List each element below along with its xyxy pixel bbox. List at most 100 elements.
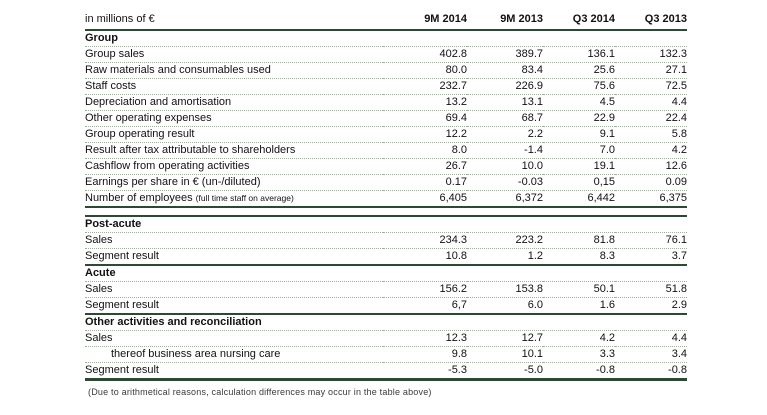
value-cell: 4.2 [543,330,615,347]
value-cell: 2.9 [615,297,687,315]
table-row: Staff costs 232.7 226.9 75.6 72.5 [85,78,687,95]
value-cell: 6,7 [383,297,467,315]
row-label: Group sales [85,46,383,63]
value-cell: 22.4 [615,110,687,127]
table-row: Cashflow from operating activities 26.7 … [85,158,687,175]
value-cell: 6,375 [615,190,687,208]
value-cell: 6,372 [467,190,543,208]
value-cell: 0.09 [615,174,687,191]
value-cell: -1.4 [467,142,543,159]
value-cell: 223.2 [467,232,543,249]
row-label: Group operating result [85,126,383,143]
value-cell: 81.8 [543,232,615,249]
value-cell: 7.0 [543,142,615,159]
row-label: Depreciation and amortisation [85,94,383,111]
value-cell: 8.3 [543,248,615,266]
row-label: Cashflow from operating activities [85,158,383,175]
value-cell: 4.2 [615,142,687,159]
value-cell: -5.0 [467,362,543,381]
row-label: Number of employees (full time staff on … [85,190,383,208]
value-cell: 13.2 [383,94,467,111]
value-cell: 27.1 [615,62,687,79]
value-cell: 12.3 [383,330,467,347]
row-label: thereof business area nursing care [85,346,383,363]
table-row: Raw materials and consumables used 80.0 … [85,62,687,79]
table-row: Sales 156.2 153.8 50.1 51.8 [85,281,687,298]
table-row: Sales 234.3 223.2 81.8 76.1 [85,232,687,249]
table-row: Sales 12.3 12.7 4.2 4.4 [85,330,687,347]
value-cell: 12.2 [383,126,467,143]
value-cell: 402.8 [383,46,467,63]
value-cell: 6,405 [383,190,467,208]
value-cell: -0.03 [467,174,543,191]
value-cell: 226.9 [467,78,543,95]
column-header: 9M 2014 [383,12,467,31]
section-gap [85,207,687,216]
unit-label: in millions of € [85,12,383,31]
table-row: Depreciation and amortisation 13.2 13.1 … [85,94,687,111]
row-label: Staff costs [85,78,383,95]
value-cell: 3.3 [543,346,615,363]
financials-table: in millions of € 9M 2014 9M 2013 Q3 2014… [85,12,687,381]
row-label: Sales [85,232,383,249]
value-cell: 51.8 [615,281,687,298]
value-cell: 1.6 [543,297,615,315]
table-row: Group sales 402.8 389.7 136.1 132.3 [85,46,687,63]
column-header: Q3 2013 [615,12,687,31]
row-label: Earnings per share in € (un-/diluted) [85,174,383,191]
value-cell: 22.9 [543,110,615,127]
value-cell: 234.3 [383,232,467,249]
row-label: Sales [85,281,383,298]
value-cell: 13.1 [467,94,543,111]
row-label: Sales [85,330,383,347]
value-cell: 50.1 [543,281,615,298]
value-cell: -0.8 [615,362,687,381]
row-label: Raw materials and consumables used [85,62,383,79]
value-cell: 0,15 [543,174,615,191]
value-cell: 19.1 [543,158,615,175]
section-title-label: Post-acute [85,215,687,233]
value-cell: 10.8 [383,248,467,266]
value-cell: 25.6 [543,62,615,79]
row-label-note: (full time staff on average) [195,193,294,203]
value-cell: 389.7 [467,46,543,63]
value-cell: 9.1 [543,126,615,143]
value-cell: 4.4 [615,94,687,111]
value-cell: 4.4 [615,330,687,347]
value-cell: 83.4 [467,62,543,79]
value-cell: 68.7 [467,110,543,127]
table-row: Earnings per share in € (un-/diluted) 0.… [85,174,687,191]
table-row: Other operating expenses 69.4 68.7 22.9 … [85,110,687,127]
value-cell: 5.8 [615,126,687,143]
value-cell: 80.0 [383,62,467,79]
table-row: Result after tax attributable to shareho… [85,142,687,159]
table-row: Segment result -5.3 -5.0 -0.8 -0.8 [85,362,687,381]
value-cell: 3.7 [615,248,687,266]
value-cell: 6.0 [467,297,543,315]
value-cell: 75.6 [543,78,615,95]
table-footnote: (Due to arithmetical reasons, calculatio… [88,387,432,397]
value-cell: 136.1 [543,46,615,63]
row-label: Result after tax attributable to shareho… [85,142,383,159]
section-title-label: Group [85,30,687,47]
value-cell: 156.2 [383,281,467,298]
row-label: Segment result [85,248,383,266]
value-cell: 76.1 [615,232,687,249]
table-row: thereof business area nursing care 9.8 1… [85,346,687,363]
table-row: Segment result 10.8 1.2 8.3 3.7 [85,248,687,266]
value-cell: 6,442 [543,190,615,208]
value-cell: 4.5 [543,94,615,111]
section-title-acute: Acute [85,264,687,282]
value-cell: 12.6 [615,158,687,175]
section-title-label: Acute [85,264,687,282]
value-cell: 1.2 [467,248,543,266]
table-header-row: in millions of € 9M 2014 9M 2013 Q3 2014… [85,12,687,31]
value-cell: 72.5 [615,78,687,95]
value-cell: 26.7 [383,158,467,175]
section-title-other-activities: Other activities and reconciliation [85,313,687,331]
value-cell: -0.8 [543,362,615,381]
value-cell: 3.4 [615,346,687,363]
value-cell: 153.8 [467,281,543,298]
section-title-post-acute: Post-acute [85,215,687,233]
